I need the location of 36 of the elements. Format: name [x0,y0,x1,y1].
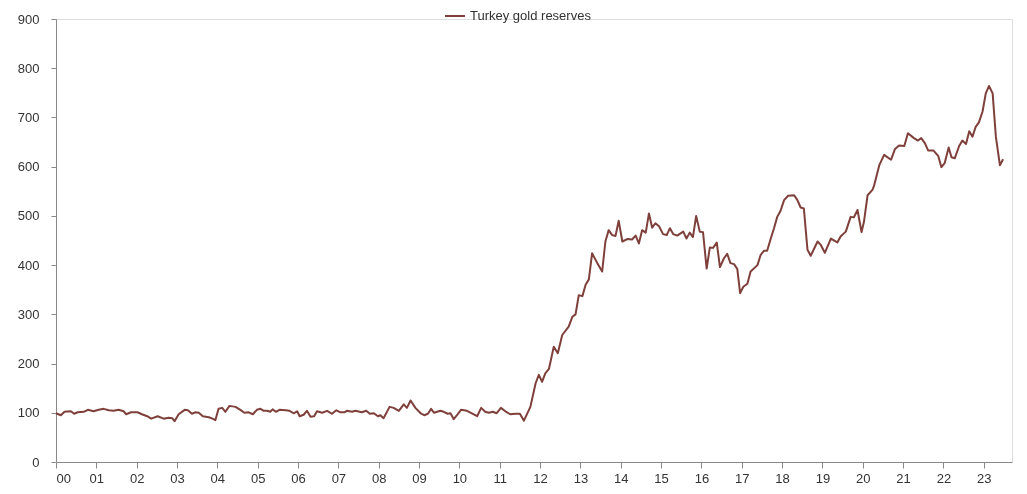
x-tick-label: 16 [694,470,710,486]
y-tick-label: 900 [17,11,40,27]
x-tick-label: 23 [977,470,992,486]
y-tick-label: 700 [17,109,40,125]
line-series [55,84,1005,423]
x-tick-label: 09 [412,470,427,486]
x-tick-label: 00 [56,470,71,486]
x-tick-label: 14 [613,470,629,486]
x-tick-label: 02 [129,470,145,486]
y-tick-label: 800 [17,60,40,76]
x-tick-label: 13 [573,470,589,486]
y-tick-label: 100 [17,405,40,421]
y-tick-label: 300 [17,306,40,322]
x-tick-label: 01 [89,470,105,486]
x-tick-label: 04 [210,470,226,486]
x-tick-label: 08 [371,470,387,486]
x-tick-label: 15 [654,470,669,486]
y-tick-label: 500 [17,208,40,224]
x-tick-label: 20 [856,470,871,486]
legend-label: Turkey gold reserves [470,8,592,23]
x-tick-label: 22 [936,470,952,486]
y-tick-label: 400 [17,257,40,273]
x-tick-label: 06 [291,470,306,486]
x-tick-label: 05 [250,470,266,486]
y-tick-label: 200 [17,356,40,372]
y-tick-label: 0 [32,454,40,470]
x-tick-label: 17 [735,470,750,486]
x-tick-label: 19 [815,470,831,486]
x-tick-label: 21 [896,470,911,486]
x-tick-label: 18 [775,470,790,486]
x-tick-label: 11 [493,470,507,486]
x-tick-label: 07 [331,470,347,486]
x-tick-label: 10 [452,470,468,486]
y-tick-label: 600 [17,159,40,175]
x-tick-label: 12 [533,470,548,486]
x-tick-label: 03 [170,470,185,486]
